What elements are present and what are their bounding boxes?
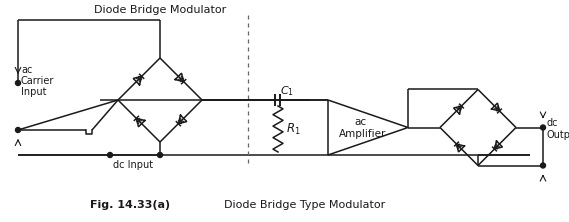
Circle shape [158,153,163,157]
Circle shape [541,163,546,168]
Text: $C_1$: $C_1$ [280,84,294,98]
Text: Fig. 14.33(a): Fig. 14.33(a) [90,200,170,210]
Circle shape [541,125,546,130]
Text: $R_1$: $R_1$ [286,121,300,137]
Circle shape [108,153,113,157]
Text: ac: ac [354,117,366,127]
Text: Amplifier: Amplifier [339,129,387,139]
Circle shape [15,127,20,133]
Text: Diode Bridge Modulator: Diode Bridge Modulator [94,5,226,15]
Text: ac: ac [21,65,32,75]
Text: Carrier: Carrier [21,76,55,86]
Text: Input: Input [21,87,47,97]
Text: dc: dc [547,117,559,127]
Text: Diode Bridge Type Modulator: Diode Bridge Type Modulator [224,200,386,210]
Text: dc Input: dc Input [113,160,153,170]
Text: Output: Output [547,129,569,139]
Circle shape [15,81,20,85]
